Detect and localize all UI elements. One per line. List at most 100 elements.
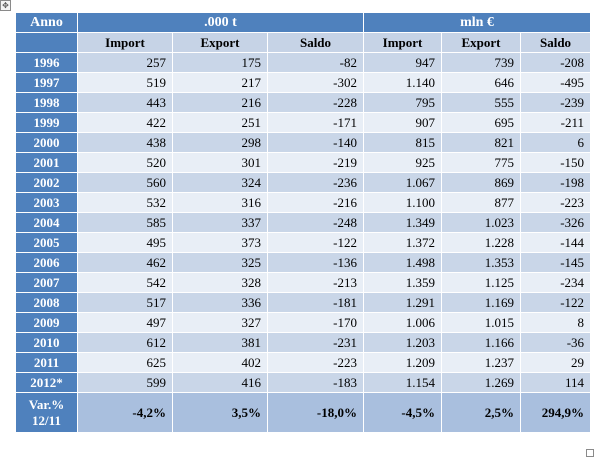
- year-cell: 2011: [15, 352, 78, 373]
- cell-export-euro: 1.353: [441, 252, 522, 273]
- cell-saldo-euro: -239: [520, 92, 592, 113]
- cell-import-euro: 947: [363, 52, 443, 73]
- cell-import-tonnes: 520: [77, 152, 173, 173]
- table-row: 2012* 599 416 -183 1.154 1.269 114: [15, 372, 592, 393]
- cell-saldo-euro: -211: [520, 112, 592, 133]
- cell-saldo-tonnes: -231: [266, 332, 365, 353]
- cell-export-tonnes: 216: [172, 92, 268, 113]
- cell-saldo-tonnes: -302: [266, 72, 365, 93]
- cell-saldo-tonnes: -181: [266, 292, 365, 313]
- table-row: 2001 520 301 -219 925 775 -150: [15, 152, 592, 173]
- year-cell: 1999: [15, 112, 78, 133]
- cell-export-euro: 775: [441, 152, 522, 173]
- table-subheader-row: Import Export Saldo Import Export Saldo: [15, 32, 592, 53]
- cell-saldo-tonnes: -171: [266, 112, 365, 133]
- year-cell: 2005: [15, 232, 78, 253]
- cell-export-euro: 877: [441, 192, 522, 213]
- cell-import-tonnes: 438: [77, 132, 173, 153]
- cell-export-tonnes: 327: [172, 312, 268, 333]
- year-cell: 2000: [15, 132, 78, 153]
- variation-label: Var.% 12/11: [15, 392, 78, 433]
- variation-label-line2: 12/11: [32, 412, 61, 428]
- table-row: 2006 462 325 -136 1.498 1.353 -145: [15, 252, 592, 273]
- table-move-handle-icon[interactable]: ✥: [0, 0, 11, 11]
- table-row: 2009 497 327 -170 1.006 1.015 8: [15, 312, 592, 333]
- cell-saldo-tonnes: -122: [266, 232, 365, 253]
- cell-export-tonnes: 328: [172, 272, 268, 293]
- table-row: 1998 443 216 -228 795 555 -239: [15, 92, 592, 113]
- table-resize-handle[interactable]: [586, 449, 594, 457]
- trade-data-table: Anno .000 t mln € Import Export Saldo Im…: [15, 12, 592, 433]
- cell-saldo-euro: 114: [520, 372, 592, 393]
- cell-import-euro: 1.006: [363, 312, 443, 333]
- cell-export-euro: 1.237: [441, 352, 522, 373]
- cell-import-euro: 1.140: [363, 72, 443, 93]
- cell-saldo-euro: -144: [520, 232, 592, 253]
- cell-export-euro: 821: [441, 132, 522, 153]
- cell-export-tonnes: 316: [172, 192, 268, 213]
- cell-import-euro: 1.291: [363, 292, 443, 313]
- cell-export-euro: 1.269: [441, 372, 522, 393]
- cell-saldo-tonnes: -236: [266, 172, 365, 193]
- table-row: 1999 422 251 -171 907 695 -211: [15, 112, 592, 133]
- table-row: 2011 625 402 -223 1.209 1.237 29: [15, 352, 592, 373]
- cell-import-tonnes: 560: [77, 172, 173, 193]
- variation-row: Var.% 12/11 -4,2% 3,5% -18,0% -4,5% 2,5%…: [15, 392, 592, 433]
- cell-export-tonnes: 217: [172, 72, 268, 93]
- cell-saldo-tonnes: -216: [266, 192, 365, 213]
- subheader-export-euro: Export: [441, 32, 522, 53]
- cell-saldo-tonnes: -140: [266, 132, 365, 153]
- cell-saldo-tonnes: -228: [266, 92, 365, 113]
- table-row: 1996 257 175 -82 947 739 -208: [15, 52, 592, 73]
- cell-import-euro: 907: [363, 112, 443, 133]
- cell-export-tonnes: 416: [172, 372, 268, 393]
- table-row: 1997 519 217 -302 1.140 646 -495: [15, 72, 592, 93]
- cell-saldo-euro: -326: [520, 212, 592, 233]
- subheader-import-tonnes: Import: [77, 32, 173, 53]
- year-cell: 2008: [15, 292, 78, 313]
- cell-export-tonnes: 298: [172, 132, 268, 153]
- cell-export-euro: 739: [441, 52, 522, 73]
- cell-saldo-euro: -36: [520, 332, 592, 353]
- cell-import-euro: 795: [363, 92, 443, 113]
- cell-import-euro: 925: [363, 152, 443, 173]
- cell-saldo-euro: -145: [520, 252, 592, 273]
- cell-import-tonnes: 542: [77, 272, 173, 293]
- table-row: 2005 495 373 -122 1.372 1.228 -144: [15, 232, 592, 253]
- subheader-export-tonnes: Export: [172, 32, 268, 53]
- cell-export-euro: 555: [441, 92, 522, 113]
- table-row: 2002 560 324 -236 1.067 869 -198: [15, 172, 592, 193]
- cell-import-tonnes: 612: [77, 332, 173, 353]
- cell-export-tonnes: 324: [172, 172, 268, 193]
- cell-export-euro: 1.125: [441, 272, 522, 293]
- group-header-million-euro: mln €: [363, 12, 592, 33]
- cell-import-tonnes: 599: [77, 372, 173, 393]
- year-cell: 2012*: [15, 372, 78, 393]
- cell-import-tonnes: 462: [77, 252, 173, 273]
- cell-import-tonnes: 585: [77, 212, 173, 233]
- cell-export-euro: 1.169: [441, 292, 522, 313]
- cell-import-euro: 1.067: [363, 172, 443, 193]
- cell-import-euro: 1.209: [363, 352, 443, 373]
- cell-export-euro: 869: [441, 172, 522, 193]
- cell-import-euro: 1.498: [363, 252, 443, 273]
- cell-export-tonnes: 175: [172, 52, 268, 73]
- cell-saldo-euro: 8: [520, 312, 592, 333]
- cell-import-euro: 815: [363, 132, 443, 153]
- cell-saldo-tonnes: -213: [266, 272, 365, 293]
- variation-saldo-tonnes: -18,0%: [266, 392, 365, 433]
- cell-import-euro: 1.100: [363, 192, 443, 213]
- year-cell: 1997: [15, 72, 78, 93]
- cell-import-tonnes: 257: [77, 52, 173, 73]
- cell-import-euro: 1.349: [363, 212, 443, 233]
- cell-import-tonnes: 422: [77, 112, 173, 133]
- table-row: 2004 585 337 -248 1.349 1.023 -326: [15, 212, 592, 233]
- year-cell: 2004: [15, 212, 78, 233]
- year-cell: 2001: [15, 152, 78, 173]
- cell-export-tonnes: 337: [172, 212, 268, 233]
- cell-import-tonnes: 495: [77, 232, 173, 253]
- cell-import-euro: 1.359: [363, 272, 443, 293]
- cell-export-tonnes: 251: [172, 112, 268, 133]
- cell-saldo-tonnes: -219: [266, 152, 365, 173]
- cell-import-tonnes: 443: [77, 92, 173, 113]
